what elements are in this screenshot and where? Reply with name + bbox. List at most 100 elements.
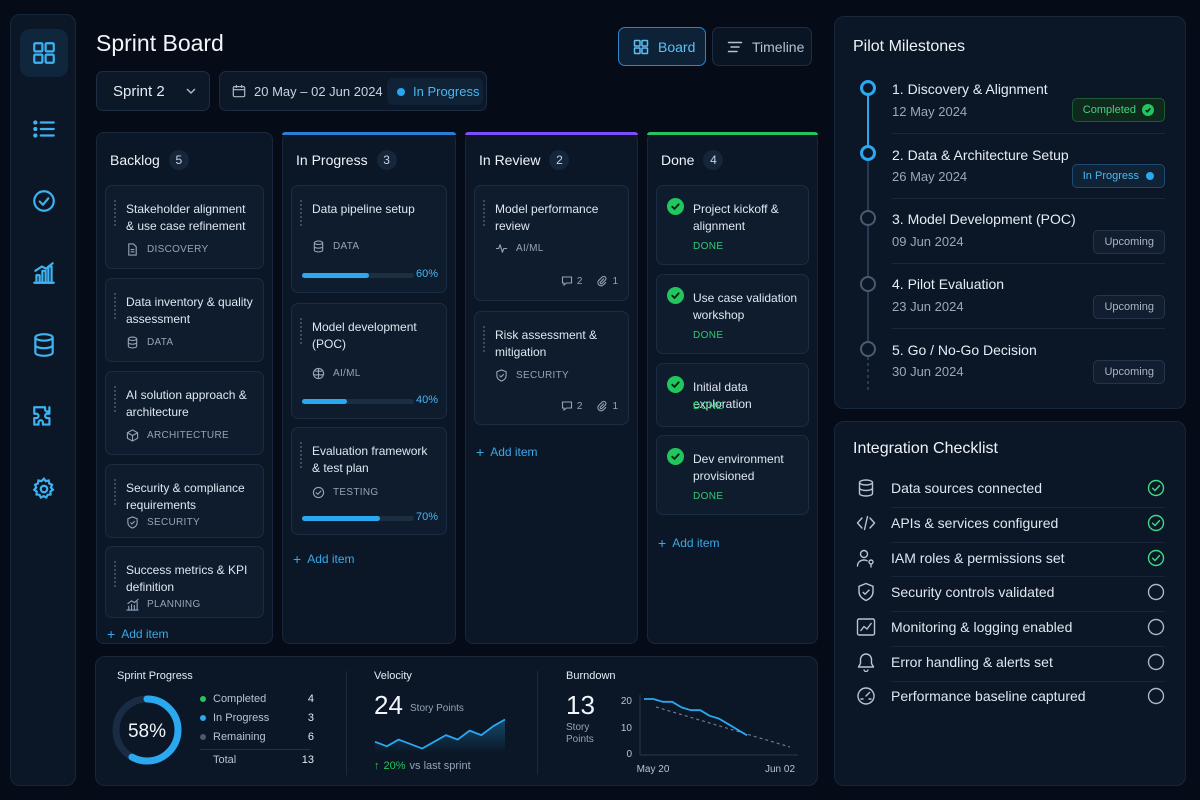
nav-data[interactable] [20, 321, 68, 369]
unchecked-circle-icon[interactable] [1147, 583, 1165, 601]
checklist-item-label: Error handling & alerts set [891, 654, 1053, 670]
checklist-item[interactable]: Monitoring & logging enabled [855, 610, 1165, 644]
drag-handle[interactable] [483, 326, 485, 352]
checked-circle-icon[interactable] [1147, 549, 1165, 567]
task-card[interactable]: Risk assessment & mitigation SECURITY 2 … [474, 311, 629, 425]
burndown-unit: Story Points [566, 722, 594, 745]
nav-reports[interactable] [20, 249, 68, 297]
column-in-review: In Review 2 Model performance review AI/… [465, 132, 638, 644]
drag-handle[interactable] [114, 479, 116, 505]
comment-count[interactable]: 2 [561, 400, 582, 412]
checklist-item[interactable]: Performance baseline captured [855, 679, 1165, 713]
checklist-item[interactable]: APIs & services configured [855, 506, 1165, 540]
milestone-node-upcoming [860, 276, 876, 292]
milestone-name[interactable]: 4. Pilot Evaluation [892, 276, 1005, 292]
checklist-divider [891, 507, 1165, 508]
task-card[interactable]: Initial data exploration DONE [656, 363, 809, 427]
add-item-button[interactable]: + Add item [293, 551, 355, 567]
checklist-item[interactable]: Error handling & alerts set [855, 645, 1165, 679]
task-card[interactable]: Data inventory & quality assessment DATA [105, 278, 264, 362]
unchecked-circle-icon[interactable] [1147, 653, 1165, 671]
legend-divider [200, 749, 310, 750]
nav-settings[interactable] [20, 465, 68, 513]
add-item-button[interactable]: + Add item [476, 444, 538, 460]
task-card[interactable]: Use case validation workshop DONE [656, 274, 809, 354]
check-icon [1142, 104, 1154, 116]
task-card[interactable]: Success metrics & KPI definition PLANNIN… [105, 546, 264, 618]
column-header: Backlog 5 [110, 150, 189, 170]
unchecked-circle-icon[interactable] [1147, 687, 1165, 705]
sprint-select[interactable]: Sprint 2 [96, 71, 210, 111]
card-tag: ARCHITECTURE [126, 429, 229, 442]
attachment-count[interactable]: 1 [596, 275, 618, 287]
drag-handle[interactable] [114, 561, 116, 587]
nav-board[interactable] [20, 29, 68, 77]
column-count: 5 [168, 150, 189, 170]
plus-icon: + [293, 551, 302, 567]
comment-icon [561, 401, 572, 412]
checked-circle-icon[interactable] [1147, 479, 1165, 497]
board-view-button[interactable]: Board [618, 27, 706, 66]
nav-tasks[interactable] [20, 177, 68, 225]
cube-icon [126, 429, 139, 442]
check-icon [667, 376, 684, 393]
card-title: AI solution approach & architecture [126, 388, 247, 419]
task-card[interactable]: AI solution approach & architecture ARCH… [105, 371, 264, 455]
milestone-name[interactable]: 2. Data & Architecture Setup [892, 147, 1069, 163]
task-card[interactable]: Stakeholder alignment & use case refinem… [105, 185, 264, 269]
add-item-button[interactable]: + Add item [107, 626, 169, 642]
progress-percent: 70% [415, 511, 438, 523]
checked-circle-icon[interactable] [1147, 514, 1165, 532]
checklist-item[interactable]: Security controls validated [855, 575, 1165, 609]
add-item-button[interactable]: + Add item [658, 535, 720, 551]
done-status: DONE [693, 491, 724, 502]
unchecked-circle-icon[interactable] [1147, 618, 1165, 636]
chart-icon [126, 598, 139, 611]
task-card[interactable]: Model performance review AI/ML 2 1 [474, 185, 629, 301]
checklist-item-label: Security controls validated [891, 584, 1055, 600]
drag-handle[interactable] [483, 200, 485, 226]
legend-label: In Progress [213, 712, 270, 724]
integration-checklist-panel: Integration Checklist Data sources conne… [834, 421, 1186, 786]
task-card[interactable]: Evaluation framework & test plan TESTING… [291, 427, 447, 535]
task-card[interactable]: Data pipeline setup DATA 60% [291, 185, 447, 293]
drag-handle[interactable] [114, 200, 116, 226]
task-card[interactable]: Model development (POC) AI/ML 40% [291, 303, 447, 419]
nav-integrations[interactable] [20, 393, 68, 441]
milestone-date: 30 Jun 2024 [892, 364, 964, 379]
checklist-item[interactable]: Data sources connected [855, 471, 1165, 505]
date-range-text: 20 May – 02 Jun 2024 [254, 83, 383, 99]
milestone-name[interactable]: 5. Go / No-Go Decision [892, 342, 1037, 358]
drag-handle[interactable] [300, 318, 302, 344]
drag-handle[interactable] [300, 442, 302, 468]
milestone-node-upcoming [860, 210, 876, 226]
task-card[interactable]: Project kickoff & alignment DONE [656, 185, 809, 265]
date-range-picker[interactable]: 20 May – 02 Jun 2024 In Progress [219, 71, 487, 111]
task-card[interactable]: Dev environment provisioned DONE [656, 435, 809, 515]
task-card[interactable]: Security & compliance requirements SECUR… [105, 464, 264, 538]
milestone-name[interactable]: 3. Model Development (POC) [892, 211, 1076, 227]
y-tick-label: 20 [621, 696, 633, 707]
checklist-title: Integration Checklist [853, 440, 998, 457]
add-item-label: Add item [672, 536, 720, 550]
sprint-progress-title: Sprint Progress [117, 670, 193, 682]
comment-count[interactable]: 2 [561, 275, 582, 287]
checklist-item[interactable]: IAM roles & permissions set [855, 541, 1165, 575]
attachment-count[interactable]: 1 [596, 400, 618, 412]
timeline-connector [867, 161, 869, 347]
nav-list[interactable] [20, 105, 68, 153]
drag-handle[interactable] [300, 200, 302, 226]
timeline-view-button[interactable]: Timeline [712, 27, 812, 66]
document-icon [128, 243, 137, 256]
column-count: 2 [549, 150, 570, 170]
drag-handle[interactable] [114, 293, 116, 319]
x-tick-label: May 20 [637, 764, 670, 775]
legend-label: Remaining [213, 731, 266, 743]
column-count: 3 [376, 150, 397, 170]
drag-handle[interactable] [114, 386, 116, 412]
card-tag: SECURITY [495, 369, 569, 382]
card-tag-label: TESTING [333, 487, 379, 498]
check-circle-icon [312, 486, 325, 499]
code-icon [855, 512, 877, 534]
milestone-name[interactable]: 1. Discovery & Alignment [892, 81, 1048, 97]
